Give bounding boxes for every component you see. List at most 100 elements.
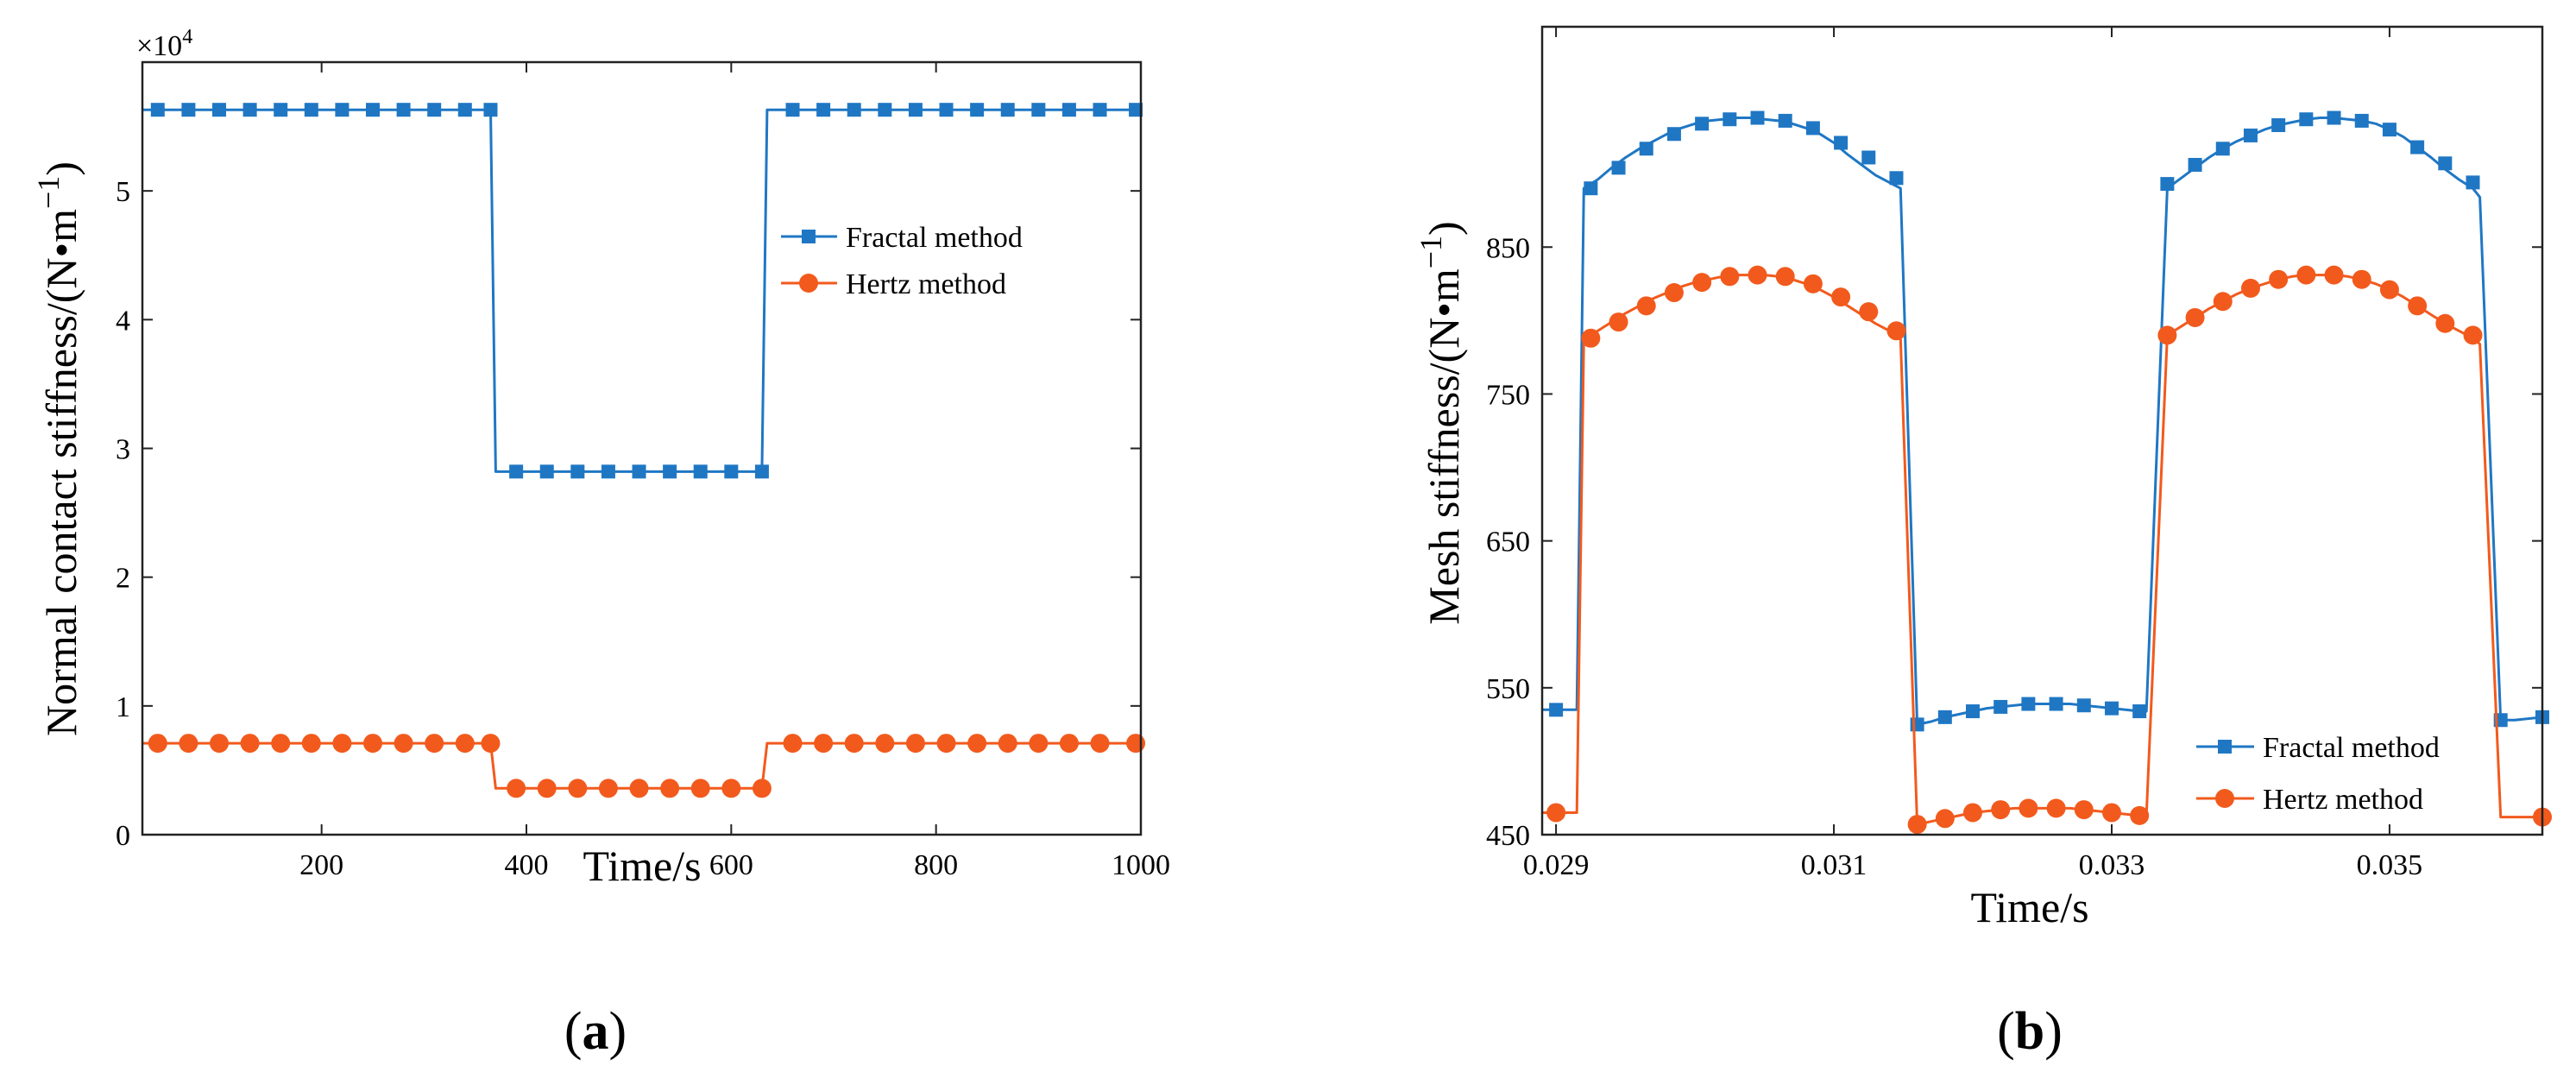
panel-a-ytick-label: 1	[116, 691, 130, 723]
panel-b-fractal-point	[2438, 156, 2453, 171]
panel-b-hertz-point	[2019, 798, 2038, 818]
panel-b-ytick-label: 750	[1486, 379, 1530, 411]
panel-a-hertz-point	[905, 734, 925, 754]
panel-a-hertz-point	[1126, 734, 1146, 754]
panel-b-hertz-point	[1692, 273, 1712, 293]
panel-a-fractal-point	[483, 103, 498, 117]
panel-a-hertz-point	[481, 734, 501, 754]
panel-b-fractal-series-line	[1542, 117, 2543, 726]
panel-b-xtick-label: 0.035	[2357, 849, 2423, 881]
panel-b-legend-hertz-label: Hertz method	[2263, 784, 2423, 816]
panel-a-hertz-point	[875, 734, 895, 754]
panel-b-fractal-point	[2160, 177, 2175, 192]
panel-a-hertz-point	[783, 734, 803, 754]
panel-a-fractal-point	[457, 103, 472, 117]
panel-a-fractal-point	[335, 103, 350, 117]
panel-a-fractal-point	[632, 464, 646, 479]
panel-a-hertz-point	[1029, 734, 1049, 754]
panel-a-fractal-point	[785, 103, 800, 117]
panel-b-hertz-point	[1664, 283, 1684, 303]
panel-a-fractal-point	[1000, 103, 1015, 117]
panel-a-fractal-point	[181, 103, 196, 117]
panel-a-fractal-point	[509, 464, 524, 479]
panel-b-fractal-point	[1937, 710, 1952, 724]
panel-a-ytick-label: 3	[116, 434, 130, 466]
panel-b-hertz-point	[1748, 265, 1767, 285]
panel-a-hertz-point	[332, 734, 352, 754]
panel-b-hertz-point	[1581, 328, 1601, 348]
panel-b-fractal-point	[1611, 161, 1626, 175]
panel-a-series	[142, 103, 1146, 798]
panel-a-fractal-point	[1031, 103, 1046, 117]
panel-b-fractal-point	[2327, 110, 2341, 125]
panel-b-fractal-point	[1993, 699, 2008, 714]
panel-b-hertz-point	[1609, 312, 1628, 332]
panel-a-fractal-point	[970, 103, 985, 117]
panel-b-hertz-point	[2046, 798, 2066, 818]
panel-a-hertz-point	[394, 734, 413, 754]
panel-b-hertz-point	[2408, 296, 2428, 316]
panel-a-legend: Fractal method Hertz method	[781, 222, 1023, 300]
panel-b-caption: (b)	[1997, 1002, 2063, 1061]
panel-b-xtick-label: 0.033	[2079, 849, 2145, 881]
panel-a-fractal-point	[212, 103, 226, 117]
panel-b-ytick-label: 650	[1486, 527, 1530, 558]
panel-a-hertz-point	[425, 734, 444, 754]
panel-b-hertz-point	[1775, 267, 1795, 287]
panel-b-fractal-point	[1639, 142, 1653, 156]
panel-a-fractal-point	[847, 103, 861, 117]
panel-b-fractal-point	[1666, 127, 1681, 142]
panel-a-y-multiplier: ×104	[136, 26, 192, 62]
panel-b-fractal-point	[1584, 181, 1598, 196]
panel-b-fractal-point	[2076, 698, 2091, 713]
panel-a-hertz-point	[455, 734, 475, 754]
panel-b-fractal-point	[2049, 697, 2063, 711]
panel-b-hertz-point	[2213, 292, 2233, 312]
panel-a-fractal-point	[816, 103, 831, 117]
panel-b-hertz-point	[1803, 274, 1823, 293]
panel-a-caption: (a)	[564, 1002, 627, 1061]
panel-a-legend-hertz-label: Hertz method	[846, 268, 1006, 300]
panel-b-fractal-point	[2215, 142, 2230, 156]
panel-a-xtick-label: 200	[299, 849, 343, 881]
panel-b-fractal-point	[1723, 112, 1737, 127]
panel-b-hertz-point	[1963, 803, 1983, 823]
panel-b-xtick-label: 0.029	[1523, 849, 1590, 881]
panel-b-hertz-point	[1991, 800, 2011, 820]
panel-a-hertz-point	[936, 734, 956, 754]
panel-b-fractal-point	[2243, 128, 2258, 142]
panel-a-fractal-point	[427, 103, 442, 117]
panel-b-fractal-point	[1861, 150, 1876, 165]
panel-a-hertz-point	[721, 779, 741, 798]
panel-a-hertz-point	[1090, 734, 1110, 754]
panel-b-hertz-point	[1907, 815, 1927, 835]
panel-a-hertz-point	[271, 734, 291, 754]
panel-b-hertz-point	[2324, 265, 2344, 285]
panel-a-fractal-point	[1061, 103, 1076, 117]
panel-a-xtick-label: 1000	[1112, 849, 1170, 881]
panel-b-hertz-point	[2130, 805, 2150, 825]
panel-a-ytick-label: 0	[116, 820, 130, 852]
panel-b-ticks: 0.029 0.031 0.033 0.035 450 550 650 750 850	[1486, 27, 2542, 881]
panel-a-hertz-point	[537, 779, 557, 798]
panel-a-fractal-point	[274, 103, 288, 117]
panel-b-legend-fractal-label: Fractal method	[2263, 732, 2440, 764]
panel-b-legend: Fractal method Hertz method	[2196, 732, 2440, 816]
panel-a-hertz-point	[363, 734, 382, 754]
panel-a-hertz-point	[1059, 734, 1079, 754]
panel-b-fractal-point	[2271, 118, 2286, 133]
panel-a-fractal-point	[663, 464, 677, 479]
panel-b-hertz-point	[1546, 803, 1566, 823]
panel-b-hertz-point	[1859, 302, 1879, 322]
panel-a-fractal-point	[366, 103, 380, 117]
panel-b-fractal-point	[2299, 112, 2314, 127]
panel-a-hertz-point	[507, 779, 526, 798]
panel-a-fractal-point	[150, 103, 165, 117]
panel-a-fractal-point	[1129, 103, 1143, 117]
panel-a-ytick-label: 4	[116, 305, 130, 337]
panel-a-legend-fractal-marker	[802, 230, 816, 243]
panel-a-fractal-point	[539, 464, 554, 479]
panel-a-ylabel: Normal contact stiffness/(N•m−1)	[31, 161, 85, 736]
panel-a-fractal-point	[570, 464, 585, 479]
